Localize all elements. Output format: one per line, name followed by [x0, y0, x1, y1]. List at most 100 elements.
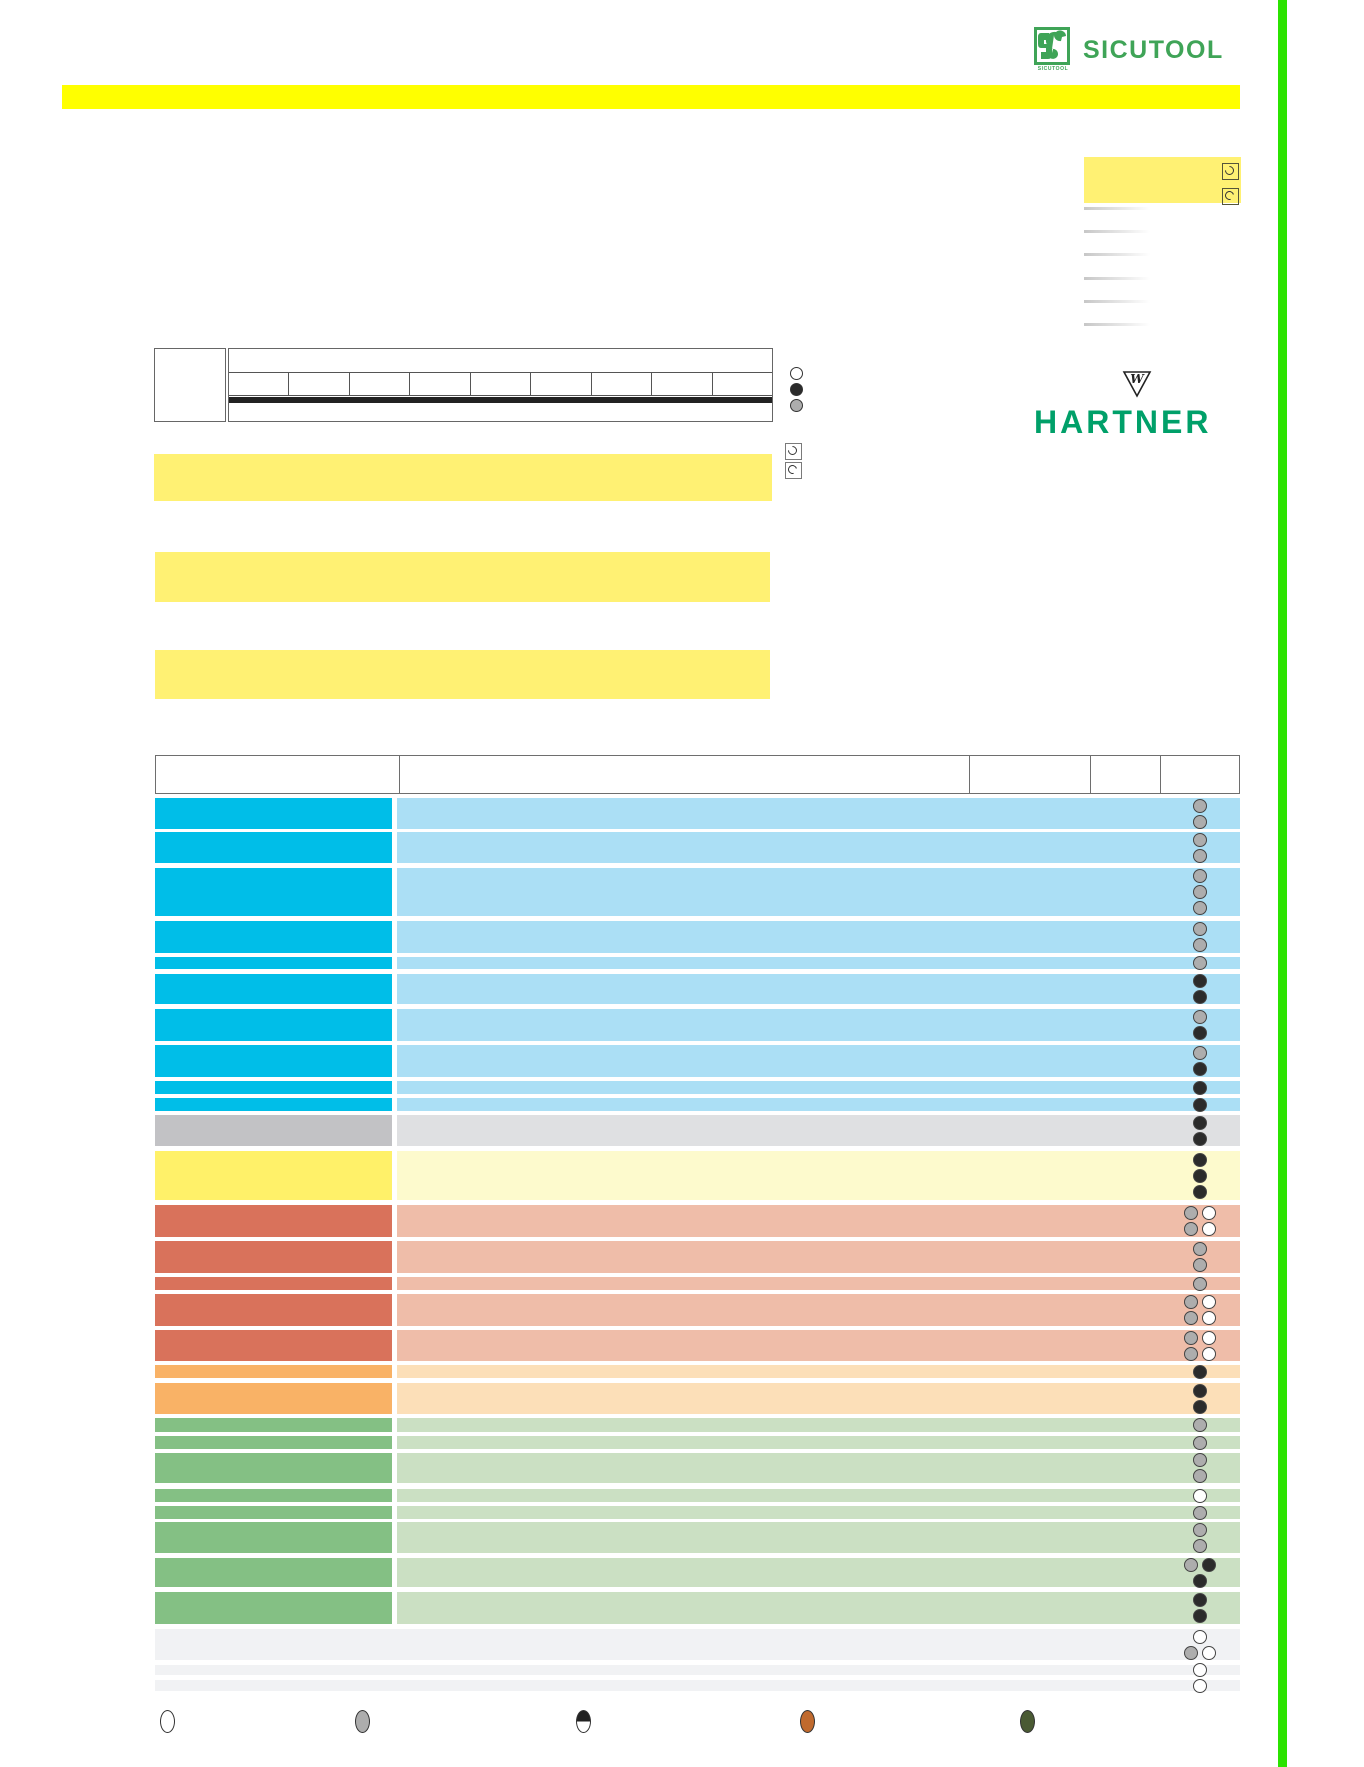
availability-dots	[1180, 1522, 1220, 1553]
sicutool-logo-caption: SICUTOOL	[1037, 66, 1069, 72]
row-right-block	[397, 1489, 1240, 1502]
row-right-block	[397, 1383, 1240, 1414]
black-marker-dot	[790, 383, 803, 396]
white-dot	[1202, 1295, 1216, 1309]
hartner-wordmark: HARTNER	[1034, 404, 1212, 440]
white-dot	[1202, 1346, 1216, 1361]
row-left-block	[155, 1592, 392, 1624]
gray-dot	[1184, 1206, 1198, 1220]
row-right-block	[397, 1009, 1240, 1041]
black-dot	[1193, 1026, 1207, 1040]
row-left-block	[155, 1506, 392, 1519]
diagram-cell	[289, 373, 350, 395]
gray-dot	[1193, 1258, 1207, 1272]
gray-dot	[1184, 1557, 1198, 1572]
gray-dot	[1184, 1295, 1198, 1309]
availability-dots	[1180, 1241, 1220, 1273]
row-right-block	[397, 868, 1240, 916]
table-row-green	[155, 1557, 1240, 1588]
black-dot	[1193, 1152, 1207, 1167]
row-right-block	[397, 1115, 1240, 1146]
top-right-highlight-panel	[1084, 157, 1241, 205]
table-header-cell	[1161, 756, 1239, 793]
rotate-ccw-icon	[1222, 188, 1239, 205]
faded-line	[1084, 300, 1150, 303]
row-left-block	[155, 1241, 392, 1273]
availability-dots	[1180, 1418, 1220, 1432]
row-right-block	[397, 1098, 1240, 1111]
legend-rust-dot	[800, 1710, 815, 1733]
table-row-cyan	[155, 868, 1240, 916]
gray-dot	[1193, 1522, 1207, 1537]
white-dot	[1193, 1663, 1207, 1677]
faded-line	[1084, 277, 1150, 280]
faded-line	[1084, 323, 1150, 326]
row-left-block	[155, 832, 392, 863]
diagram-size-cells	[229, 372, 772, 396]
black-dot	[1193, 1080, 1207, 1095]
hartner-logo: W HARTNER	[1034, 370, 1239, 441]
row-right-block	[397, 1277, 1240, 1290]
highlight-box-2	[155, 552, 770, 602]
table-row-cyan	[155, 798, 1240, 829]
gray-dot	[1193, 1469, 1207, 1483]
table-row-yellow	[155, 1151, 1240, 1200]
table-row-red	[155, 1330, 1240, 1361]
black-dot	[1193, 1399, 1207, 1414]
row-right-block	[397, 1365, 1240, 1378]
table-row-cyan	[155, 1045, 1240, 1077]
table-row-orange	[155, 1364, 1240, 1379]
availability-dots	[1180, 1453, 1220, 1483]
gray-dot	[1193, 869, 1207, 883]
row-left-block	[155, 1436, 392, 1449]
table-row-cyan	[155, 1009, 1240, 1041]
gray-dot	[1193, 956, 1207, 970]
row-left-block	[155, 1383, 392, 1414]
row-block	[155, 1629, 1240, 1660]
row-right-block	[397, 1453, 1240, 1483]
rotate-cw-icon	[785, 443, 802, 460]
availability-dots	[1180, 1294, 1220, 1326]
row-right-block	[397, 1436, 1240, 1449]
sicutool-mark-icon	[1034, 27, 1070, 65]
table-row-cyan	[155, 921, 1240, 953]
row-left-block	[155, 1489, 392, 1502]
diagram-cell	[229, 373, 290, 395]
row-right-block	[397, 1045, 1240, 1077]
gray-dot	[1193, 1276, 1207, 1291]
black-dot	[1193, 1609, 1207, 1623]
row-left-block	[155, 921, 392, 953]
row-right-block	[397, 832, 1240, 863]
row-left-block	[155, 798, 392, 829]
page-edge-rule	[1278, 0, 1287, 1767]
white-dot	[1193, 1678, 1207, 1693]
table-row-red	[155, 1241, 1240, 1273]
black-dot	[1193, 1131, 1207, 1146]
table-row-white	[155, 1663, 1240, 1677]
table-row-white	[155, 1629, 1240, 1660]
white-marker-dot	[790, 367, 803, 380]
table-row-green	[155, 1592, 1240, 1624]
table-row-green	[155, 1418, 1240, 1432]
gray-dot	[1184, 1645, 1198, 1660]
table-row-cyan	[155, 974, 1240, 1004]
sicutool-wordmark: SICUTOOL	[1083, 36, 1224, 64]
row-right-block	[397, 1151, 1240, 1200]
row-left-block	[155, 1522, 392, 1553]
availability-dots	[1180, 1151, 1220, 1200]
table-row-green	[155, 1488, 1240, 1503]
availability-dots	[1180, 1629, 1220, 1660]
gray-dot	[1193, 922, 1207, 936]
row-left-block	[155, 1045, 392, 1077]
availability-dots	[1180, 956, 1220, 970]
white-dot	[1202, 1311, 1216, 1325]
rotate-ccw-icon	[785, 462, 802, 479]
legend-half-black-dot	[576, 1710, 591, 1733]
white-dot	[1202, 1222, 1216, 1236]
sicutool-logo: SICUTOOL	[1034, 27, 1072, 75]
diagram-cell	[471, 373, 532, 395]
row-right-block	[397, 974, 1240, 1004]
table-header-row	[155, 755, 1240, 794]
row-left-block	[155, 1277, 392, 1290]
black-dot	[1193, 1184, 1207, 1199]
